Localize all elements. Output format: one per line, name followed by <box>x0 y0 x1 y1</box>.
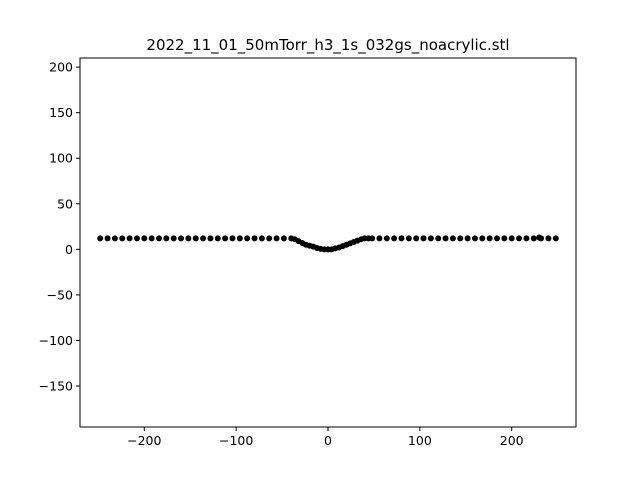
data-point <box>391 235 398 242</box>
y-tick-label: 0 <box>65 242 73 257</box>
data-point <box>244 235 251 242</box>
data-point <box>155 235 162 242</box>
data-point <box>222 235 229 242</box>
x-tick-label: 200 <box>500 433 524 448</box>
data-point <box>420 235 427 242</box>
data-point <box>427 235 434 242</box>
data-point <box>200 235 207 242</box>
x-tick-label: −200 <box>127 433 161 448</box>
data-point <box>405 235 412 242</box>
y-tick-label: 200 <box>49 60 73 75</box>
data-point <box>383 235 390 242</box>
y-tick-label: 50 <box>57 196 73 211</box>
data-point <box>192 235 199 242</box>
data-point <box>214 235 221 242</box>
data-point <box>471 235 478 242</box>
y-tick-label: 100 <box>49 151 73 166</box>
data-point <box>435 235 442 242</box>
data-point <box>494 235 501 242</box>
data-point <box>523 235 530 242</box>
plot-area-frame <box>79 57 577 428</box>
x-tick-label: −100 <box>219 433 253 448</box>
data-point <box>369 235 376 242</box>
data-point <box>501 235 508 242</box>
data-point <box>258 235 265 242</box>
data-point <box>111 235 118 242</box>
data-point <box>97 235 104 242</box>
data-point <box>266 235 273 242</box>
data-point <box>442 235 449 242</box>
data-point <box>449 235 456 242</box>
y-tick-label: −150 <box>39 379 73 394</box>
data-point <box>119 235 126 242</box>
y-tick-label: −50 <box>47 287 73 302</box>
tick-layer: −200 −100 0 100 200 −150 −100 −50 0 50 100 150 200 <box>39 60 524 448</box>
data-point <box>479 235 486 242</box>
y-tick-label: 150 <box>49 105 73 120</box>
data-point <box>207 235 214 242</box>
x-tick-label: 100 <box>408 433 432 448</box>
data-point <box>545 235 552 242</box>
data-point <box>185 235 192 242</box>
data-layer <box>97 234 559 253</box>
x-tick-label: 0 <box>324 433 332 448</box>
data-point <box>141 235 148 242</box>
data-point <box>178 235 185 242</box>
data-point <box>104 235 111 242</box>
data-point <box>126 235 133 242</box>
data-point <box>457 235 464 242</box>
data-point <box>516 235 523 242</box>
data-point <box>486 235 493 242</box>
data-point <box>398 235 405 242</box>
data-point <box>273 235 280 242</box>
data-point <box>413 235 420 242</box>
data-point <box>280 235 287 242</box>
data-point <box>508 235 515 242</box>
data-point <box>538 235 545 242</box>
y-tick-label: −100 <box>39 333 73 348</box>
data-point <box>170 235 177 242</box>
data-point <box>236 235 243 242</box>
data-point <box>251 235 258 242</box>
data-point <box>148 235 155 242</box>
data-point <box>530 235 537 242</box>
data-point <box>229 235 236 242</box>
data-point <box>163 235 170 242</box>
chart-title: 2022_11_01_50mTorr_h3_1s_032gs_noacrylic… <box>146 36 509 55</box>
data-point <box>464 235 471 242</box>
data-point <box>552 235 559 242</box>
data-point <box>376 235 383 242</box>
data-point <box>133 235 140 242</box>
